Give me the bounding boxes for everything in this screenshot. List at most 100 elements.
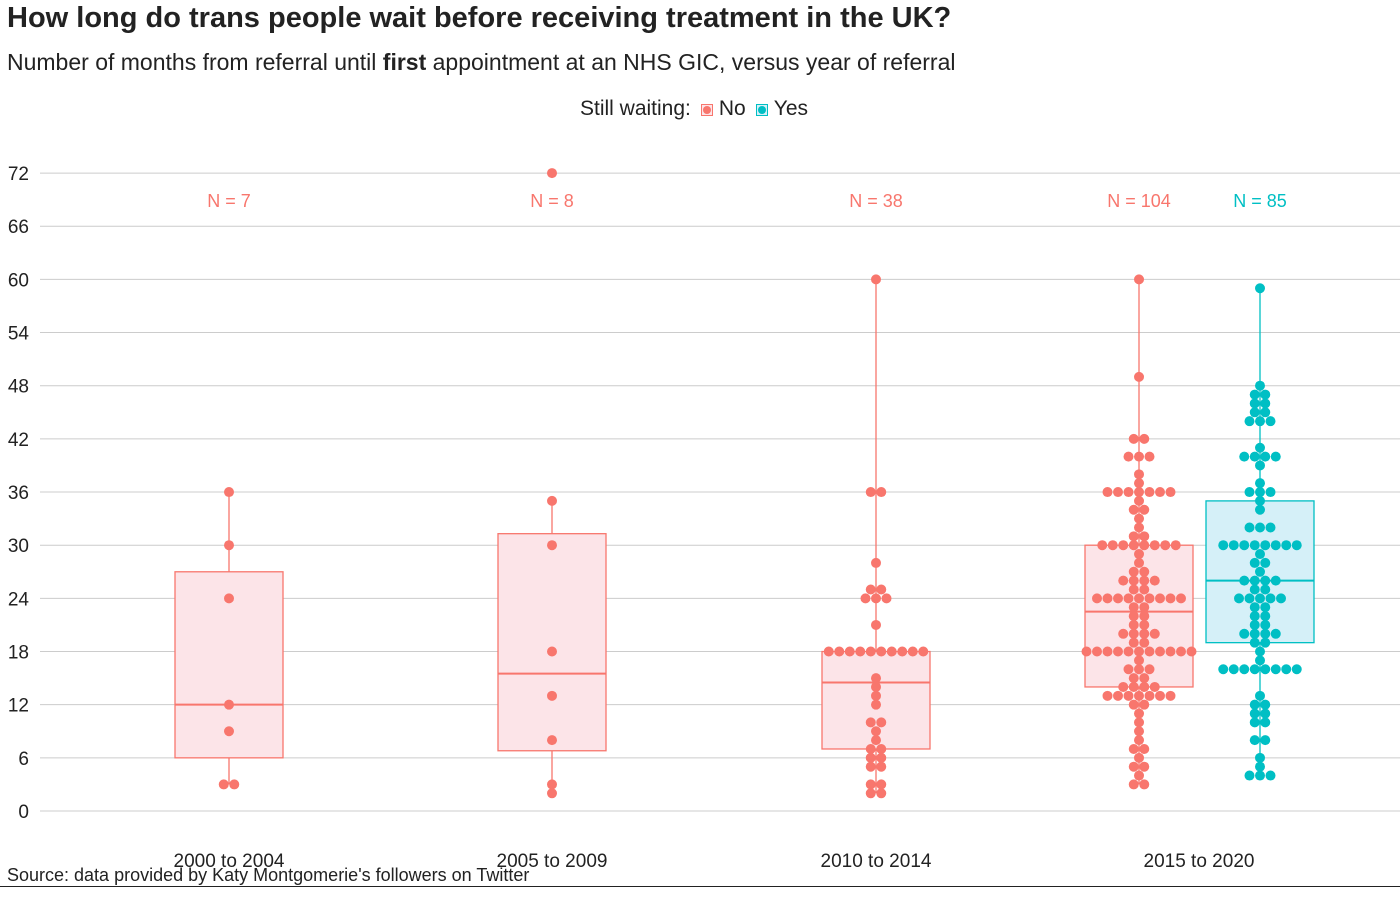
data-point <box>876 779 887 790</box>
data-point <box>1128 584 1139 595</box>
data-point <box>1128 504 1139 515</box>
data-point <box>907 646 918 657</box>
data-point <box>547 690 557 701</box>
chart-caption: Source: data provided by Katy Montgomeri… <box>7 865 530 885</box>
data-point <box>1249 575 1260 586</box>
data-point <box>1139 611 1150 622</box>
data-point <box>1128 779 1139 790</box>
data-point <box>1155 593 1165 604</box>
data-point <box>1134 726 1144 737</box>
data-point <box>860 593 871 604</box>
data-point <box>1134 752 1144 763</box>
legend: Still waiting: No Yes <box>580 97 808 121</box>
legend-title: Still waiting: <box>580 97 691 120</box>
data-point <box>1102 487 1113 498</box>
y-tick-label: 12 <box>8 696 29 717</box>
data-point <box>865 752 876 763</box>
data-point <box>1218 664 1229 675</box>
data-point <box>1165 646 1176 657</box>
n-label: N = 85 <box>1233 191 1287 211</box>
box-2000-to-2004-no <box>174 492 284 785</box>
data-point <box>1260 628 1271 639</box>
data-point <box>881 593 892 604</box>
data-point <box>1291 540 1302 551</box>
data-point <box>855 646 866 657</box>
data-point <box>1113 646 1123 657</box>
data-point <box>1234 593 1244 604</box>
data-point <box>1249 664 1260 675</box>
data-point <box>1134 735 1144 746</box>
data-point <box>1291 664 1302 675</box>
data-point <box>1270 664 1281 675</box>
data-point <box>1144 664 1155 675</box>
y-tick-label: 24 <box>8 589 30 610</box>
data-point <box>865 788 876 799</box>
data-point <box>1134 513 1144 524</box>
data-point <box>1249 398 1260 409</box>
data-point <box>1134 469 1144 480</box>
data-point <box>1139 504 1150 515</box>
subtitle-text-start: Number of months from referral until <box>7 49 383 75</box>
data-point <box>1123 451 1134 462</box>
data-point <box>1155 690 1165 701</box>
data-point <box>1128 611 1139 622</box>
data-point <box>1139 584 1150 595</box>
data-point <box>1113 487 1123 498</box>
data-point <box>886 646 897 657</box>
data-point <box>1260 619 1271 630</box>
data-point <box>1118 540 1129 551</box>
data-point <box>1249 628 1260 639</box>
x-tick-label: 2010 to 2014 <box>821 851 932 872</box>
data-point <box>1134 487 1144 498</box>
data-point <box>1249 407 1260 418</box>
data-point <box>1144 487 1155 498</box>
data-point <box>876 743 887 754</box>
data-point <box>1134 495 1144 506</box>
data-point <box>1097 540 1108 551</box>
data-point <box>1113 690 1123 701</box>
data-point <box>1239 628 1250 639</box>
data-point <box>1134 557 1144 568</box>
data-point <box>865 646 876 657</box>
data-point <box>1249 735 1260 746</box>
data-point <box>1128 699 1139 710</box>
x-tick-label: 2000 to 2004 <box>174 851 285 872</box>
data-point <box>1249 451 1260 462</box>
data-point <box>1244 487 1255 498</box>
data-point <box>1128 743 1139 754</box>
data-point <box>547 646 557 657</box>
data-point <box>1281 540 1292 551</box>
data-point <box>876 487 887 498</box>
data-point <box>1165 593 1176 604</box>
data-point <box>1149 681 1160 692</box>
data-point <box>823 646 834 657</box>
data-point <box>1228 664 1239 675</box>
y-tick-label: 18 <box>8 643 29 664</box>
data-point <box>876 584 887 595</box>
data-point <box>1255 460 1265 471</box>
data-point <box>1134 593 1144 604</box>
data-point <box>918 646 929 657</box>
y-tick-label: 66 <box>8 217 29 238</box>
data-point <box>1139 743 1150 754</box>
x-tick-label: 2015 to 2020 <box>1144 851 1255 872</box>
data-point <box>1249 699 1260 710</box>
data-point <box>1244 593 1255 604</box>
data-point <box>1134 478 1144 489</box>
data-point <box>865 487 876 498</box>
data-point <box>1255 549 1265 560</box>
data-point <box>1160 540 1171 551</box>
data-point <box>1149 628 1160 639</box>
data-point <box>1128 761 1139 772</box>
data-point <box>1176 593 1186 604</box>
data-point <box>844 646 855 657</box>
data-point <box>1139 540 1150 551</box>
data-point <box>1134 655 1144 666</box>
data-point <box>1255 655 1265 666</box>
data-point <box>1134 664 1144 675</box>
data-point <box>1249 717 1260 728</box>
y-tick-label: 6 <box>18 749 29 770</box>
n-label: N = 104 <box>1107 191 1171 211</box>
data-point <box>1139 566 1150 577</box>
